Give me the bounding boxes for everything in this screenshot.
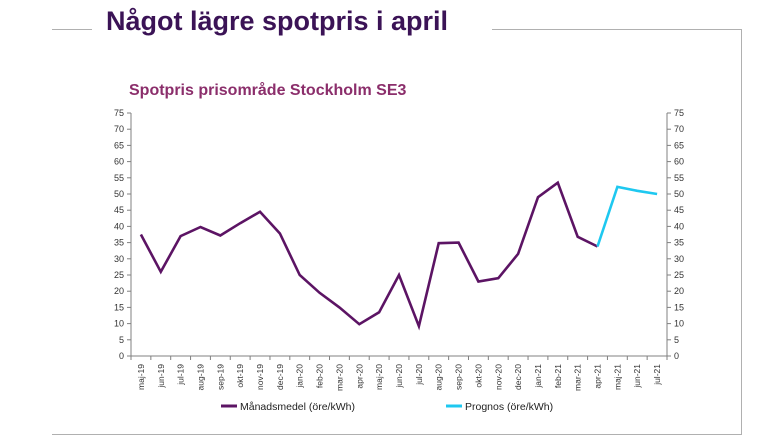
x-tick-label: sep-20 (454, 364, 464, 390)
y-tick-label-right: 15 (674, 302, 684, 312)
y-tick-label-left: 75 (114, 108, 124, 118)
y-tick-label-right: 75 (674, 108, 684, 118)
legend-label: Prognos (öre/kWh) (465, 401, 553, 413)
x-tick-label: aug-19 (195, 364, 205, 391)
x-tick-label: mar-20 (334, 364, 344, 391)
x-tick-label: jul-20 (414, 364, 424, 386)
x-tick-label: nov-20 (493, 364, 503, 390)
x-tick-label: apr-21 (593, 364, 603, 389)
x-tick-label: dec-20 (513, 364, 523, 390)
chart-legend: Månadsmedel (öre/kWh) Prognos (öre/kWh) (221, 401, 553, 413)
x-tick-label: dec-19 (275, 364, 285, 390)
x-tick-label: jul-21 (652, 364, 662, 386)
y-tick-label-left: 45 (114, 205, 124, 215)
y-tick-label-left: 60 (114, 157, 124, 167)
y-tick-label-left: 40 (114, 221, 124, 231)
x-tick-label: sep-19 (215, 364, 225, 390)
y-tick-label-right: 50 (674, 189, 684, 199)
y-tick-label-left: 50 (114, 189, 124, 199)
y-tick-label-right: 45 (674, 205, 684, 215)
divider-top-left (52, 29, 92, 30)
y-tick-label-right: 30 (674, 254, 684, 264)
x-tick-label: mar-21 (573, 364, 583, 391)
slide-title: Något lägre spotpris i april (106, 6, 449, 36)
y-tick-label-right: 60 (674, 157, 684, 167)
x-tick-label: jan-20 (295, 364, 305, 389)
y-tick-label-left: 30 (114, 254, 124, 264)
x-tick-label: okt-20 (473, 364, 483, 388)
y-tick-label-right: 0 (674, 351, 679, 361)
x-tick-label: maj-20 (374, 364, 384, 390)
y-tick-label-left: 20 (114, 286, 124, 296)
x-tick-label: aug-20 (434, 364, 444, 391)
y-tick-label-left: 10 (114, 319, 124, 329)
y-tick-label-right: 35 (674, 238, 684, 248)
x-tick-label: jun-19 (156, 364, 166, 389)
x-tick-label: jun-21 (632, 364, 642, 389)
x-tick-label: maj-19 (136, 364, 146, 390)
y-tick-label-right: 20 (674, 286, 684, 296)
x-tick-label: maj-21 (612, 364, 622, 390)
divider-bottom (52, 434, 742, 435)
x-tick-label: feb-20 (315, 364, 325, 388)
y-tick-label-right: 70 (674, 124, 684, 134)
y-tick-label-left: 0 (119, 351, 124, 361)
divider-right (741, 29, 742, 435)
legend-label: Månadsmedel (öre/kWh) (240, 401, 355, 413)
x-tick-label: apr-20 (354, 364, 364, 389)
y-tick-label-left: 15 (114, 302, 124, 312)
divider-top-right (492, 29, 742, 30)
x-tick-label: okt-19 (235, 364, 245, 388)
series-line-monthly (139, 180, 599, 331)
y-tick-label-right: 10 (674, 319, 684, 329)
y-tick-label-left: 55 (114, 173, 124, 183)
y-tick-label-left: 25 (114, 270, 124, 280)
y-tick-label-left: 70 (114, 124, 124, 134)
chart-title: Spotpris prisområde Stockholm SE3 (129, 81, 407, 99)
y-tick-label-left: 65 (114, 140, 124, 150)
x-tick-label: nov-19 (255, 364, 265, 390)
y-tick-label-right: 65 (674, 140, 684, 150)
y-tick-label-right: 55 (674, 173, 684, 183)
x-tick-label: feb-21 (553, 364, 563, 388)
y-tick-label-left: 35 (114, 238, 124, 248)
y-tick-label-right: 25 (674, 270, 684, 280)
y-tick-label-left: 5 (119, 335, 124, 345)
x-tick-label: jul-19 (176, 364, 186, 386)
x-tick-label: jun-20 (394, 364, 404, 389)
series-line-forecast (596, 185, 658, 247)
x-tick-label: jan-21 (533, 364, 543, 389)
chart-series (139, 180, 658, 331)
y-tick-label-right: 5 (674, 335, 679, 345)
y-tick-label-right: 40 (674, 221, 684, 231)
